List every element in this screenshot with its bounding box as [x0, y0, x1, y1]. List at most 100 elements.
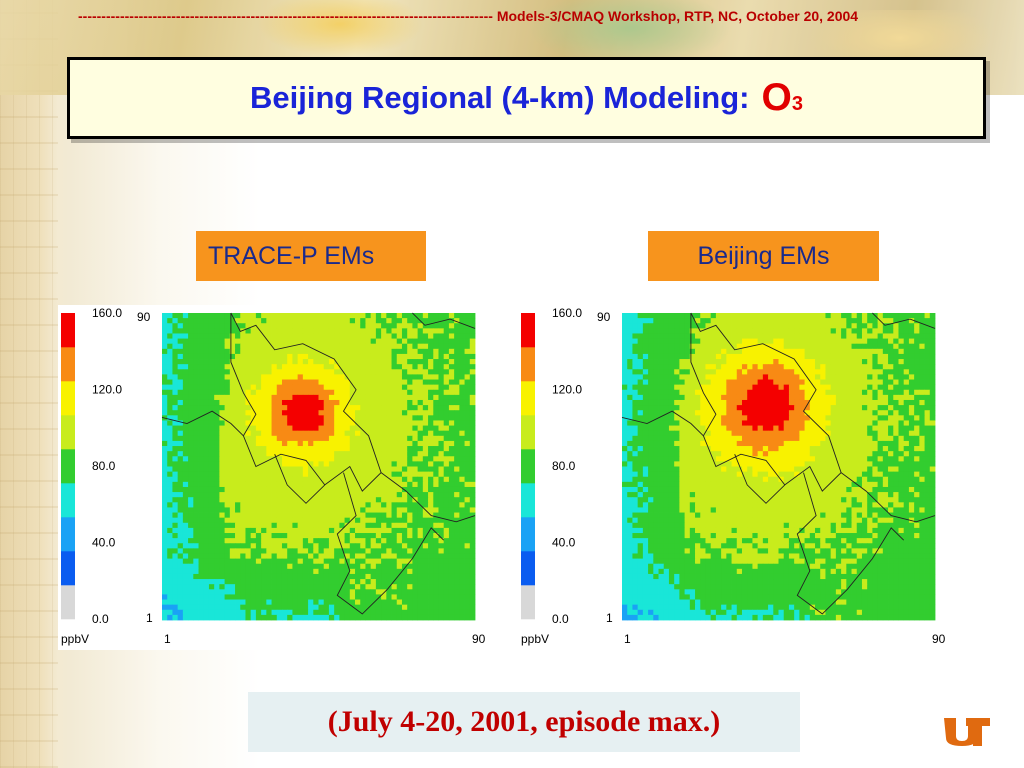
- heatmap-cell: [344, 399, 351, 406]
- heatmap-cell: [422, 594, 429, 600]
- heatmap-cell: [203, 522, 210, 529]
- heatmap-cell: [448, 538, 455, 544]
- heatmap-cell: [721, 328, 727, 334]
- heatmap-cell: [339, 384, 345, 391]
- heatmap-cell: [757, 389, 764, 396]
- heatmap-cell: [297, 527, 304, 534]
- heatmap-cell: [438, 461, 445, 467]
- heatmap-cell: [370, 486, 377, 493]
- heatmap-cell: [360, 353, 366, 360]
- heatmap-cell: [632, 338, 639, 345]
- heatmap-cell: [287, 446, 293, 452]
- heatmap-cell: [757, 410, 764, 416]
- heatmap-cell: [177, 420, 184, 426]
- heatmap-cell: [281, 435, 288, 442]
- heatmap-cell: [360, 502, 366, 508]
- heatmap-cell: [908, 399, 915, 406]
- heatmap-cell: [261, 456, 267, 462]
- heatmap-cell: [208, 481, 215, 488]
- heatmap-cell: [877, 359, 884, 365]
- heatmap-cell: [224, 435, 231, 442]
- heatmap-cell: [250, 579, 257, 585]
- heatmap-cell: [747, 405, 753, 411]
- heatmap-cell: [355, 614, 361, 621]
- heatmap-cell: [313, 594, 319, 600]
- heatmap-cell: [287, 338, 293, 345]
- heatmap-cell: [809, 384, 816, 391]
- heatmap-cell: [825, 399, 832, 406]
- heatmap-cell: [381, 425, 387, 432]
- heatmap-cell: [240, 359, 246, 365]
- heatmap-cell: [281, 563, 288, 570]
- heatmap-cell: [412, 343, 419, 350]
- heatmap-cell: [815, 359, 821, 365]
- heatmap-cell: [208, 533, 215, 539]
- heatmap-cell: [412, 548, 419, 554]
- heatmap-cell: [401, 410, 408, 416]
- heatmap-cell: [172, 410, 179, 416]
- heatmap-cell: [417, 594, 424, 600]
- heatmap-cell: [245, 323, 252, 329]
- heatmap-cell: [360, 538, 366, 544]
- heatmap-cell: [334, 348, 340, 355]
- heatmap-cell: [334, 492, 340, 498]
- heatmap-cell: [297, 497, 304, 503]
- heatmap-cell: [412, 353, 419, 360]
- heatmap-cell: [396, 379, 403, 386]
- heatmap-cell: [721, 420, 727, 426]
- heatmap-cell: [882, 405, 889, 411]
- heatmap-cell: [454, 497, 460, 503]
- heatmap-cell: [668, 359, 675, 365]
- heatmap-cell: [872, 333, 879, 339]
- heatmap-cell: [882, 318, 889, 324]
- heatmap-cell: [919, 394, 925, 401]
- heatmap-cell: [788, 353, 795, 360]
- heatmap-cell: [741, 415, 748, 421]
- heatmap-cell: [396, 410, 403, 416]
- heatmap-cell: [627, 399, 633, 406]
- heatmap-cell: [448, 456, 455, 462]
- heatmap-cell: [469, 599, 476, 606]
- heatmap-cell: [417, 466, 424, 473]
- heatmap-cell: [297, 471, 304, 478]
- heatmap-cell: [417, 338, 424, 345]
- heatmap-cell: [788, 333, 795, 339]
- heatmap-cell: [422, 614, 429, 621]
- heatmap-cell: [778, 333, 785, 339]
- heatmap-cell: [464, 548, 471, 554]
- heatmap-cell: [245, 512, 252, 519]
- heatmap-cell: [308, 492, 314, 498]
- heatmap-cell: [339, 481, 345, 488]
- heatmap-cell: [637, 353, 644, 360]
- heatmap-cell: [287, 538, 293, 544]
- heatmap-cell: [271, 328, 278, 334]
- heatmap-cell: [255, 594, 262, 600]
- heatmap-cell: [459, 466, 465, 473]
- heatmap-cell: [396, 415, 403, 421]
- heatmap-cell: [428, 435, 434, 442]
- heatmap-cell: [830, 348, 837, 355]
- heatmap-cell: [328, 313, 335, 319]
- heatmap-cell: [417, 353, 424, 360]
- heatmap-cell: [679, 420, 685, 426]
- heatmap-cell: [825, 394, 832, 401]
- heatmap-cell: [214, 420, 220, 426]
- heatmap-cell: [448, 594, 455, 600]
- heatmap-cell: [235, 497, 241, 503]
- heatmap-cell: [464, 410, 471, 416]
- heatmap-cell: [355, 563, 361, 570]
- heatmap-cell: [235, 563, 241, 570]
- heatmap-cell: [903, 420, 910, 426]
- heatmap-cell: [266, 348, 272, 355]
- heatmap-cell: [381, 502, 387, 508]
- heatmap-cell: [674, 348, 680, 355]
- heatmap-cell: [219, 313, 225, 319]
- heatmap-cell: [454, 456, 460, 462]
- heatmap-cell: [224, 486, 231, 493]
- heatmap-cell: [355, 507, 361, 513]
- heatmap-cell: [360, 594, 366, 600]
- heatmap-cell: [167, 420, 173, 426]
- heatmap-cell: [193, 512, 199, 519]
- heatmap-cell: [778, 399, 785, 406]
- heatmap-cell: [250, 502, 257, 508]
